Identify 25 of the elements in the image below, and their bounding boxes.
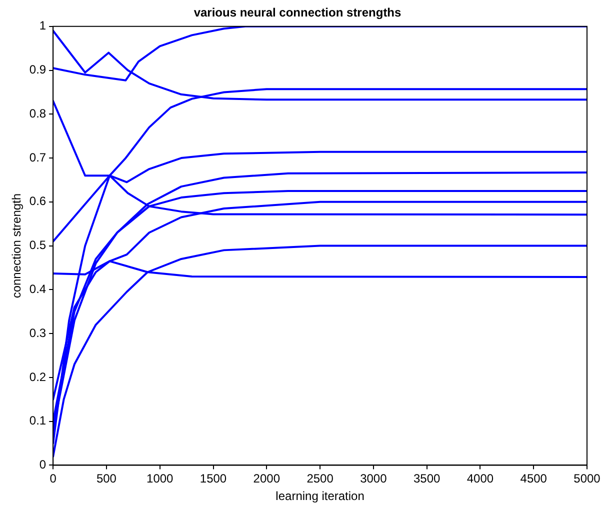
y-tick-label: 0.9	[29, 62, 46, 77]
y-axis-title: connection strength	[10, 193, 24, 298]
chart-title: various neural connection strengths	[194, 6, 402, 20]
y-tick-label: 1	[39, 18, 46, 33]
y-tick-label: 0.5	[29, 238, 46, 252]
y-tick-label: 0	[39, 458, 46, 472]
x-tick-label: 1000	[146, 472, 174, 486]
y-tick-label: 0.1	[29, 414, 46, 428]
y-tick-label: 0.8	[29, 106, 46, 120]
x-tick-label: 3000	[360, 472, 388, 486]
y-tick-label: 0.3	[29, 326, 46, 340]
y-tick-label: 0.4	[29, 282, 46, 296]
x-axis-title: learning iteration	[276, 489, 364, 504]
x-tick-label: 2000	[253, 472, 280, 486]
x-tick-label: 4500	[520, 472, 548, 486]
y-tick-label: 0.2	[29, 370, 46, 384]
x-tick-label: 4000	[466, 472, 494, 486]
x-tick-label: 5000	[574, 472, 601, 486]
x-tick-label: 3500	[413, 472, 440, 486]
y-tick-label: 0.7	[29, 150, 46, 164]
x-tick-label: 2500	[306, 472, 334, 486]
x-tick-label: 500	[96, 472, 117, 486]
y-tick-label: 0.6	[29, 194, 46, 208]
x-tick-label: 1500	[200, 472, 227, 486]
x-tick-label: 0	[50, 472, 57, 486]
